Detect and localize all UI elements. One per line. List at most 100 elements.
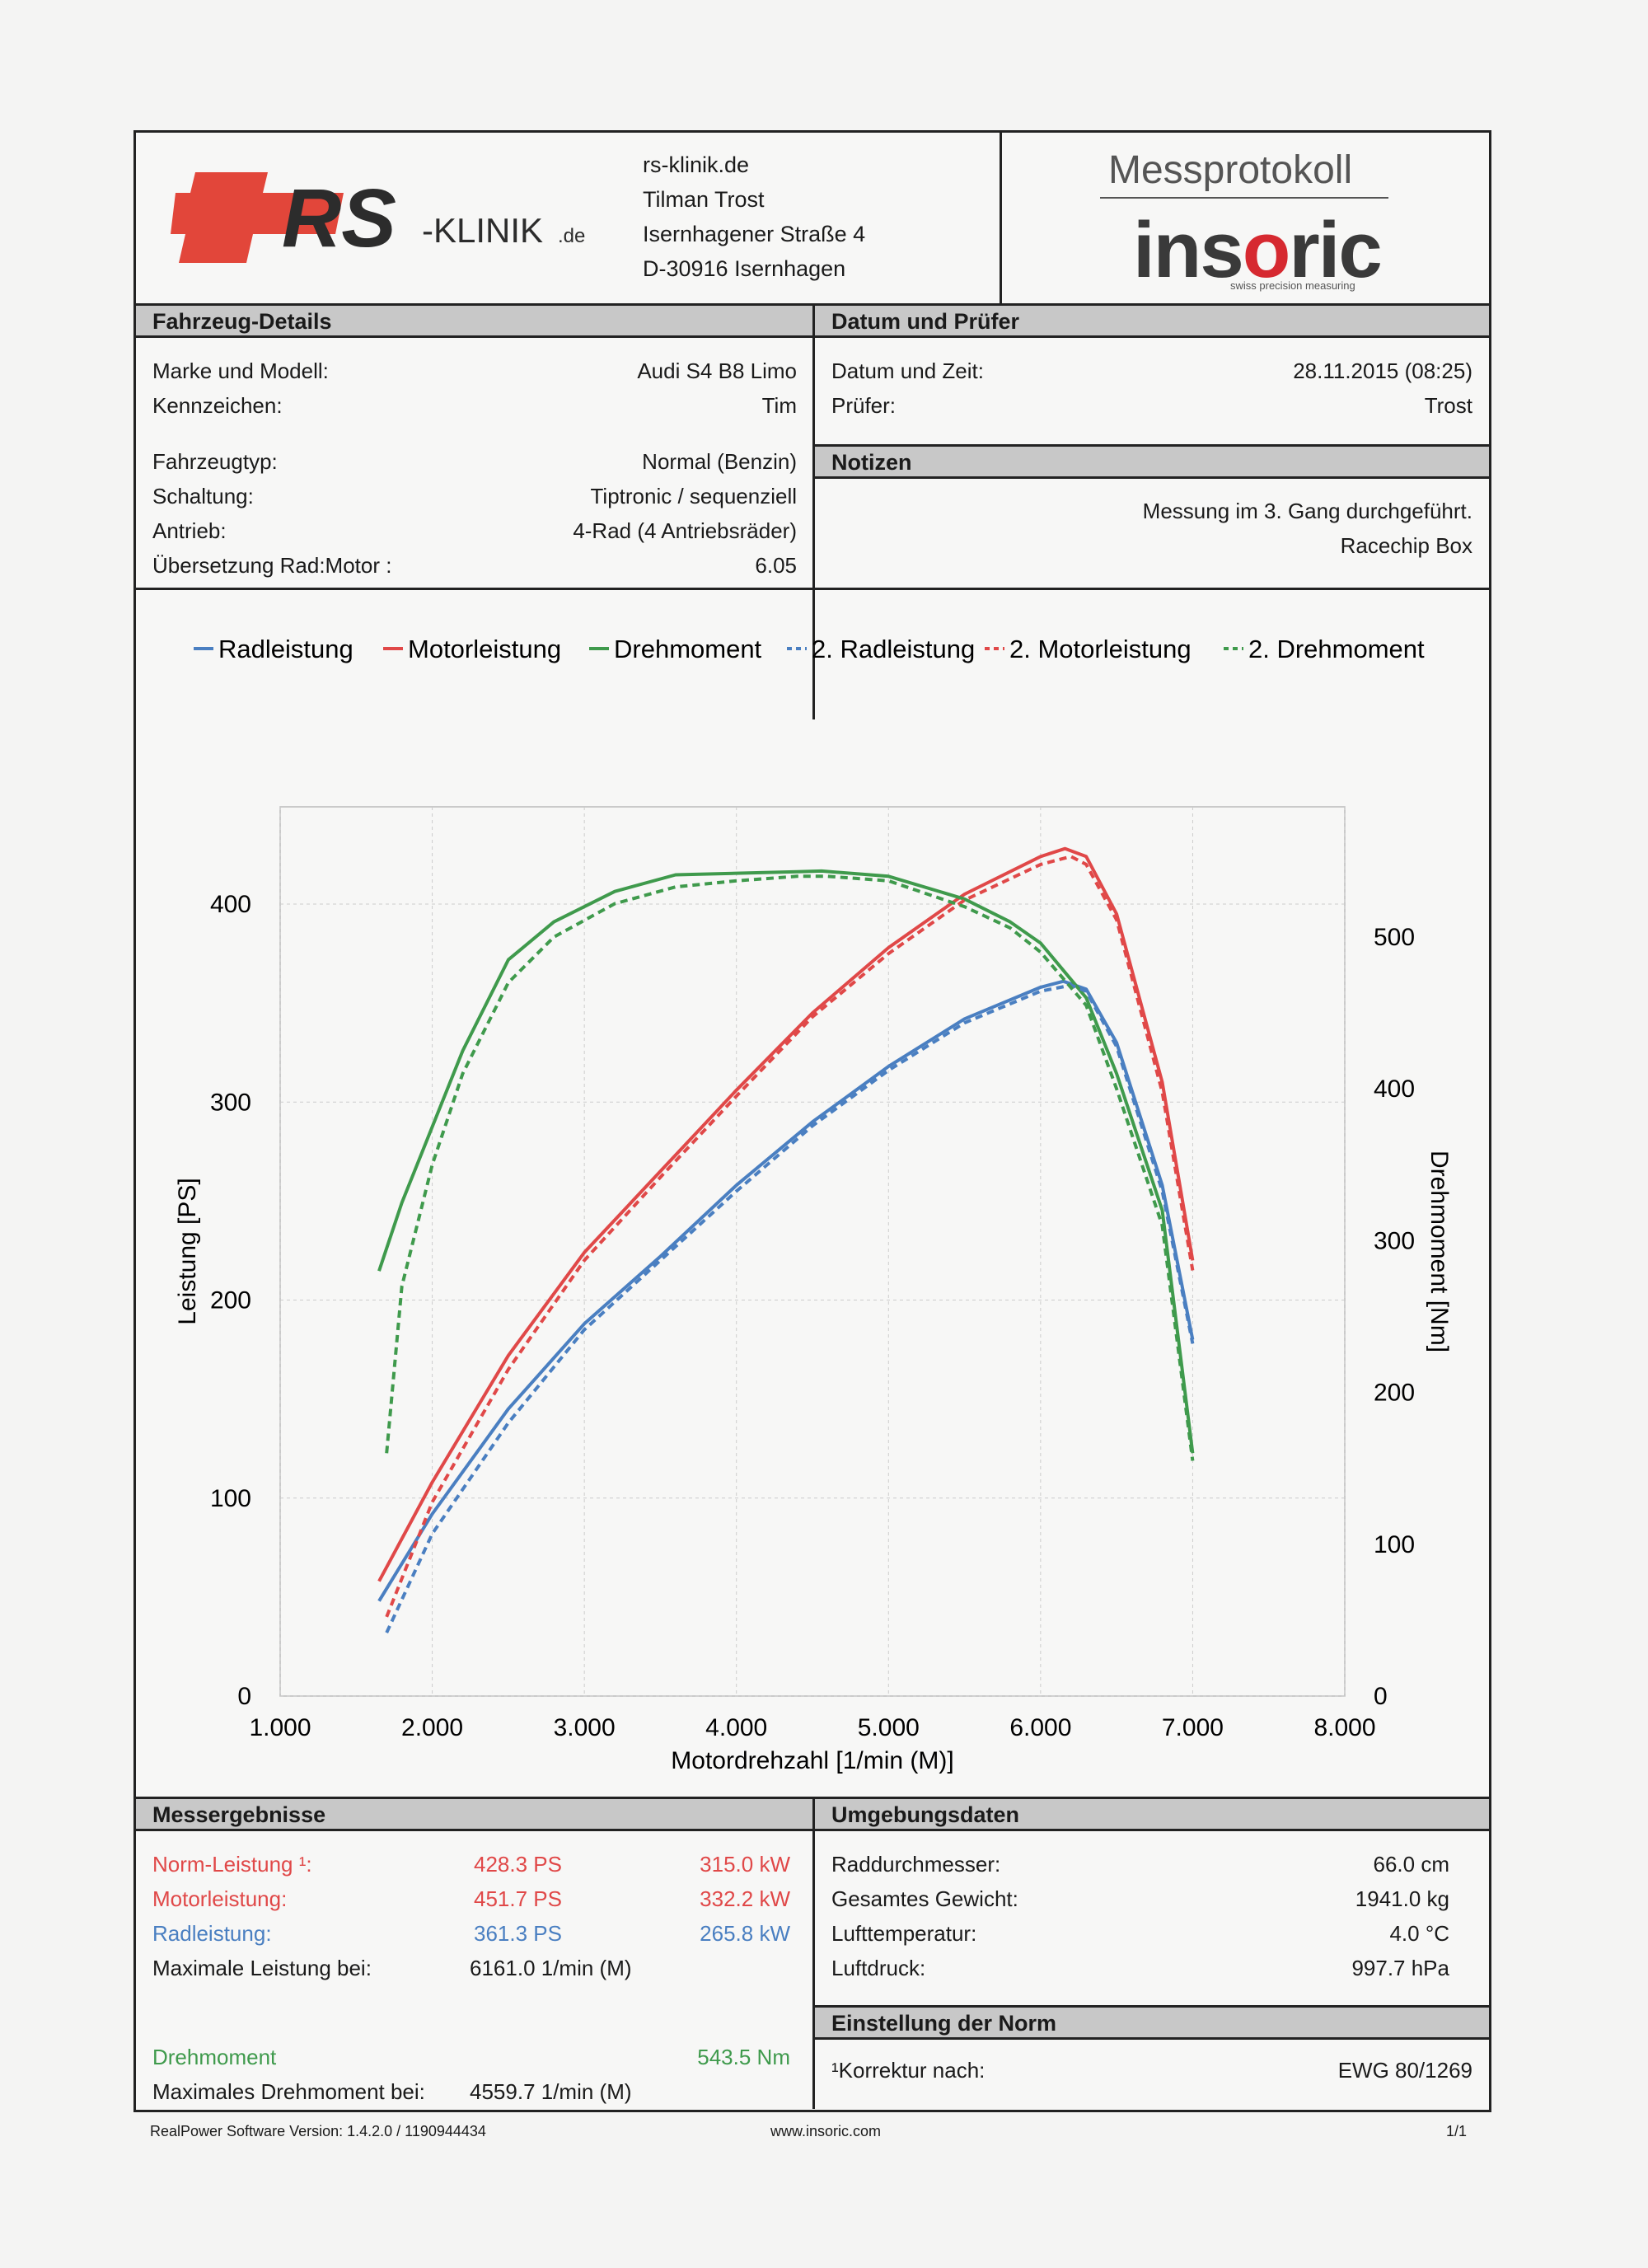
y2-tick-label: 400 [1374,1075,1415,1103]
series-line [377,846,1195,1582]
make-label: Marke und Modell: [152,358,329,383]
series-line [377,979,1195,1602]
max-torque-rpm-value: 4559.7 1/min (M) [470,2079,632,2104]
torque-value: 543.5 Nm [697,2045,790,2069]
y-tick-label: 200 [210,1287,251,1314]
chart-legend: Radleistung Motorleistung Drehmoment 2. Rad… [194,635,1425,663]
make-value: Audi S4 B8 Limo [637,358,797,383]
address-line: rs-klinik.de [643,152,750,177]
temperature-value: 4.0 °C [1389,1921,1449,1946]
divider [1100,197,1388,199]
y-tick-label: 0 [237,1683,251,1710]
vehicle-section-title: Fahrzeug-Details [136,303,815,338]
wheel-power-kw: 265.8 kW [700,1921,790,1946]
insoric-logo: insoric [1133,206,1383,294]
legend-label: Radleistung [218,635,353,663]
x-tick-label: 1.000 [249,1714,311,1741]
results-section-title: Messergebnisse [136,1797,815,1831]
website-link[interactable]: www.insoric.com [770,2123,882,2139]
svg-text:-KLINIK: -KLINIK [422,211,543,250]
x-tick-label: 8.000 [1313,1714,1375,1741]
wheel-power-label: Radleistung: [152,1921,272,1946]
ratio-value: 6.05 [755,553,797,578]
tester-value: Trost [1424,393,1472,418]
max-power-rpm-label: Maximale Leistung bei: [152,1956,372,1980]
x-tick-label: 7.000 [1162,1714,1224,1741]
y-tick-label: 300 [210,1089,251,1116]
note-line: Messung im 3. Gang durchgeführt. [1142,499,1472,523]
y2-axis-label: Drehmoment [Nm] [1426,1150,1453,1352]
legend-label: 2. Drehmoment [1248,635,1425,663]
x-tick-label: 6.000 [1009,1714,1071,1741]
dyno-chart: Radleistung Motorleistung Drehmoment 2. Rad… [174,635,1453,1774]
y2-tick-label: 100 [1374,1531,1415,1558]
series-line [385,855,1195,1618]
engine-power-kw: 332.2 kW [700,1886,790,1911]
legend-label: Drehmoment [614,635,762,663]
address-line: D-30916 Isernhagen [643,256,846,281]
plate-value: Tim [761,393,797,418]
address-block: rs-klinik.de Tilman Trost Isernhagener S… [643,148,865,286]
plate-label: Kennzeichen: [152,393,283,418]
date-value: 28.11.2015 (08:25) [1293,358,1472,383]
rs-klinik-logo: RS -KLINIK .de [171,172,585,265]
temperature-label: Lufttemperatur: [831,1921,977,1946]
date-label: Datum und Zeit: [831,358,984,383]
engine-power-ps: 451.7 PS [474,1886,562,1911]
series-line [377,869,1195,1454]
chart-series [377,846,1195,1633]
weight-label: Gesamtes Gewicht: [831,1886,1018,1911]
svg-text:RS: RS [282,172,396,265]
header-divider [1000,133,1002,306]
chart-ticks: 1.000 2.000 3.000 4.000 5.000 6.000 7.000 8.000… [210,891,1415,1741]
software-version: RealPower Software Version: 1.4.2.0 / 11… [150,2123,486,2139]
pressure-label: Luftdruck: [831,1956,926,1980]
engine-power-label: Motorleistung: [152,1886,288,1911]
note-line: Racechip Box [1340,533,1472,558]
drive-label: Antrieb: [152,518,227,543]
y-tick-label: 400 [210,891,251,918]
notes-section-title: Notizen [815,444,1489,479]
legend-label: 2. Motorleistung [1009,635,1192,663]
x-tick-label: 5.000 [858,1714,920,1741]
correction-value: EWG 80/1269 [1337,2058,1472,2083]
y2-tick-label: 200 [1374,1380,1415,1407]
y2-tick-label: 500 [1374,924,1415,951]
x-tick-label: 4.000 [705,1714,767,1741]
norm-power-ps: 428.3 PS [474,1852,562,1877]
norm-power-label: Norm-Leistung ¹: [152,1852,312,1877]
wheel-diameter-value: 66.0 cm [1373,1852,1450,1877]
norm-section-title: Einstellung der Norm [815,2005,1489,2040]
address-line: Isernhagener Straße 4 [643,222,866,246]
svg-text:.de: .de [558,225,585,247]
type-value: Normal (Benzin) [642,449,797,474]
weight-value: 1941.0 kg [1355,1886,1449,1911]
torque-label: Drehmoment [152,2045,277,2069]
protocol-frame: RS -KLINIK .de rs-klinik.de Tilman Trost… [133,130,1491,2112]
wheel-diameter-label: Raddurchmesser: [831,1852,1001,1877]
column-divider [812,1797,815,2109]
divider [136,588,1489,590]
environment-section-title: Umgebungsdaten [815,1797,1489,1831]
y-axis-label: Leistung [PS] [174,1178,201,1324]
max-torque-rpm-label: Maximales Drehmoment bei: [152,2079,425,2104]
legend-label: Motorleistung [408,635,561,663]
gear-label: Schaltung: [152,484,254,508]
ratio-label: Übersetzung Rad:Motor : [152,553,392,578]
address-line: Tilman Trost [643,187,765,212]
date-section-title: Datum und Prüfer [815,303,1489,338]
tester-label: Prüfer: [831,393,897,418]
legend-label: 2. Radleistung [812,635,975,663]
plot-area [279,806,1346,1697]
gear-value: Tiptronic / sequenziell [590,484,798,508]
x-tick-label: 3.000 [554,1714,616,1741]
page-number: 1/1 [1446,2123,1468,2139]
x-axis-label: Motordrehzahl [1/min (M)] [671,1747,953,1774]
column-divider [812,303,815,719]
y2-tick-label: 300 [1374,1227,1415,1254]
pressure-value: 997.7 hPa [1351,1956,1449,1980]
series-line [385,983,1195,1633]
wheel-power-ps: 361.3 PS [474,1921,562,1946]
correction-label: ¹Korrektur nach: [831,2058,986,2083]
series-line [385,874,1195,1461]
